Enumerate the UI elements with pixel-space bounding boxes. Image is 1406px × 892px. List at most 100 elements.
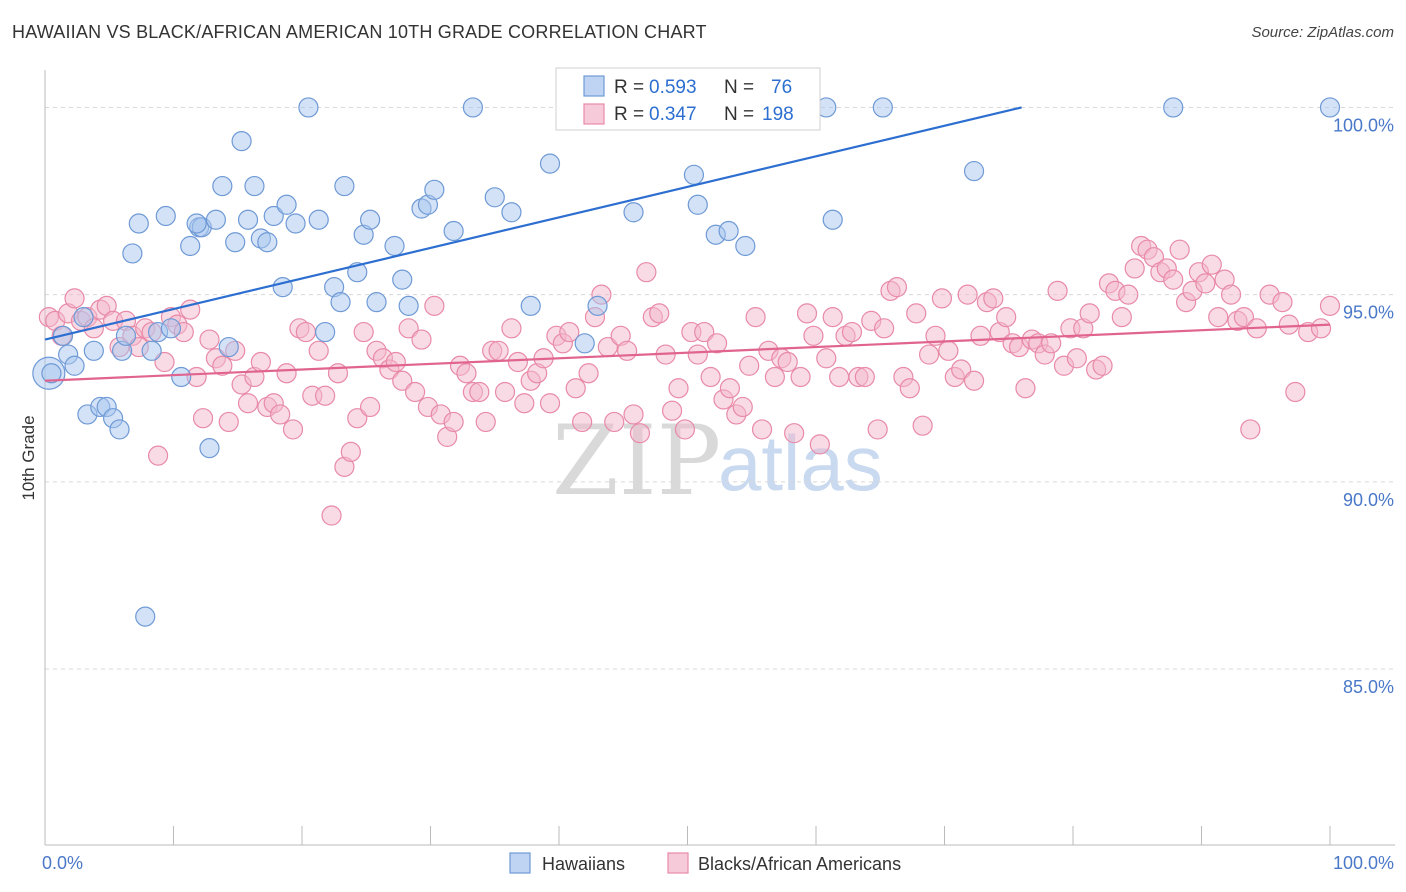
blacks-point-143 (957, 284, 978, 305)
blue-point-series (32, 97, 1341, 627)
y-tick-label-3: 85.0% (1343, 677, 1394, 697)
blacks-point-91 (623, 404, 644, 425)
hawaiians-point-55 (462, 97, 484, 118)
blacks-point-113 (764, 366, 785, 388)
blacks-point-175 (1163, 269, 1184, 290)
legend-n-value-1: 76 (771, 77, 792, 98)
hawaiians-point-13 (122, 243, 143, 264)
hawaiians-point-62 (623, 202, 644, 223)
hawaiians-point-66 (718, 220, 739, 242)
legend-box: R = 0.593 N = 76 R = 0.347 N = 198 (555, 67, 821, 131)
blacks-point-36 (270, 404, 291, 425)
blacks-point-118 (796, 303, 818, 324)
x-tick-label-left: 0.0% (42, 853, 83, 873)
blacks-point-144 (963, 370, 985, 391)
hawaiians-point-53 (424, 179, 445, 200)
blacks-point-149 (996, 307, 1017, 328)
blacks-point-123 (829, 366, 850, 388)
hawaiians-point-72 (1163, 97, 1184, 118)
blacks-point-56 (398, 318, 419, 339)
blacks-point-132 (886, 277, 908, 298)
blacks-point-136 (912, 415, 933, 436)
blacks-point-108 (732, 396, 753, 418)
blue-trend-line (44, 106, 1022, 341)
hawaiians-point-70 (872, 97, 893, 118)
hawaiians-point-69 (822, 209, 843, 230)
legend-n-value-2: 198 (762, 104, 794, 125)
blacks-point-92 (629, 423, 651, 444)
hawaiians-point-36 (276, 194, 297, 215)
chart-title: HAWAIIAN VS BLACK/AFRICAN AMERICAN 10TH … (12, 22, 707, 42)
blacks-point-24 (192, 408, 214, 429)
hawaiians-point-1 (41, 363, 62, 384)
blacks-point-25 (199, 329, 220, 350)
x-minor-ticks (44, 826, 1331, 845)
hawaiians-point-15 (135, 606, 156, 627)
blacks-point-152 (1015, 378, 1036, 399)
hawaiians-point-26 (212, 175, 233, 197)
blacks-point-47 (340, 441, 361, 462)
hawaiians-point-47 (366, 292, 387, 313)
blacks-point-70 (488, 340, 509, 361)
blacks-point-101 (687, 344, 708, 365)
blacks-point-90 (617, 340, 638, 361)
blacks-point-72 (501, 318, 522, 339)
x-tick-label-right: 100.0% (1333, 853, 1394, 873)
legend-swatch-hawaiians (583, 75, 605, 97)
blacks-point-125 (841, 321, 863, 343)
blacks-point-130 (874, 318, 895, 339)
blacks-point-162 (1079, 303, 1100, 324)
blacks-point-31 (237, 393, 259, 414)
blacks-point-84 (578, 363, 599, 384)
blacks-point-186 (1233, 307, 1255, 328)
blacks-point-156 (1041, 333, 1062, 354)
legend-swatch-blacks (583, 103, 605, 125)
blacks-point-82 (565, 378, 586, 399)
hawaiians-point-4 (64, 355, 85, 376)
bottom-legend-swatch-hawaiians (509, 852, 531, 874)
blacks-point-81 (559, 321, 580, 343)
hawaiians-point-21 (180, 235, 201, 257)
blacks-point-111 (751, 419, 773, 440)
blacks-point-33 (250, 351, 271, 373)
blacks-point-115 (777, 351, 798, 373)
blacks-point-27 (212, 355, 233, 376)
blacks-point-50 (360, 396, 381, 418)
legend-n-label-2: N = (724, 104, 754, 125)
hawaiians-point-37 (285, 213, 306, 234)
hawaiians-point-7 (83, 340, 104, 361)
blacks-point-139 (931, 288, 953, 309)
blacks-point-38 (282, 419, 304, 440)
hawaiians-point-64 (687, 194, 708, 215)
blacks-point-121 (816, 348, 837, 369)
hawaiians-point-59 (539, 153, 561, 174)
blacks-point-168 (1118, 284, 1139, 305)
pink-point-series (38, 235, 1341, 526)
legend-r-label-2: R = (614, 104, 644, 125)
hawaiians-point-42 (330, 292, 351, 313)
blacks-point-60 (424, 295, 445, 316)
blacks-point-17 (147, 445, 169, 466)
blacks-point-184 (1220, 284, 1242, 305)
blacks-point-181 (1201, 254, 1222, 275)
blacks-point-109 (739, 355, 760, 376)
blacks-point-43 (315, 385, 336, 406)
hawaiians-point-73 (1319, 97, 1341, 118)
y-tick-label-0: 100.0% (1333, 115, 1394, 135)
blacks-point-97 (661, 400, 683, 421)
blacks-point-137 (918, 344, 940, 365)
blacks-point-119 (803, 325, 824, 346)
blacks-point-68 (475, 411, 496, 433)
hawaiians-point-57 (501, 202, 522, 223)
blacks-point-104 (706, 333, 728, 354)
blacks-point-73 (507, 351, 528, 373)
hawaiians-point-49 (392, 269, 413, 290)
blacks-point-195 (1319, 295, 1341, 316)
blacks-point-192 (1285, 381, 1306, 403)
hawaiians-point-18 (155, 205, 176, 227)
hawaiians-point-34 (263, 205, 284, 227)
hawaiians-point-27 (218, 336, 239, 358)
y-tick-label-1: 95.0% (1343, 303, 1394, 323)
hawaiians-point-74 (115, 325, 137, 346)
hawaiians-point-20 (171, 366, 192, 388)
